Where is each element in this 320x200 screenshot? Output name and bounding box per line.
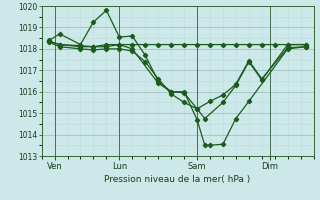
X-axis label: Pression niveau de la mer( hPa ): Pression niveau de la mer( hPa ) [104,175,251,184]
